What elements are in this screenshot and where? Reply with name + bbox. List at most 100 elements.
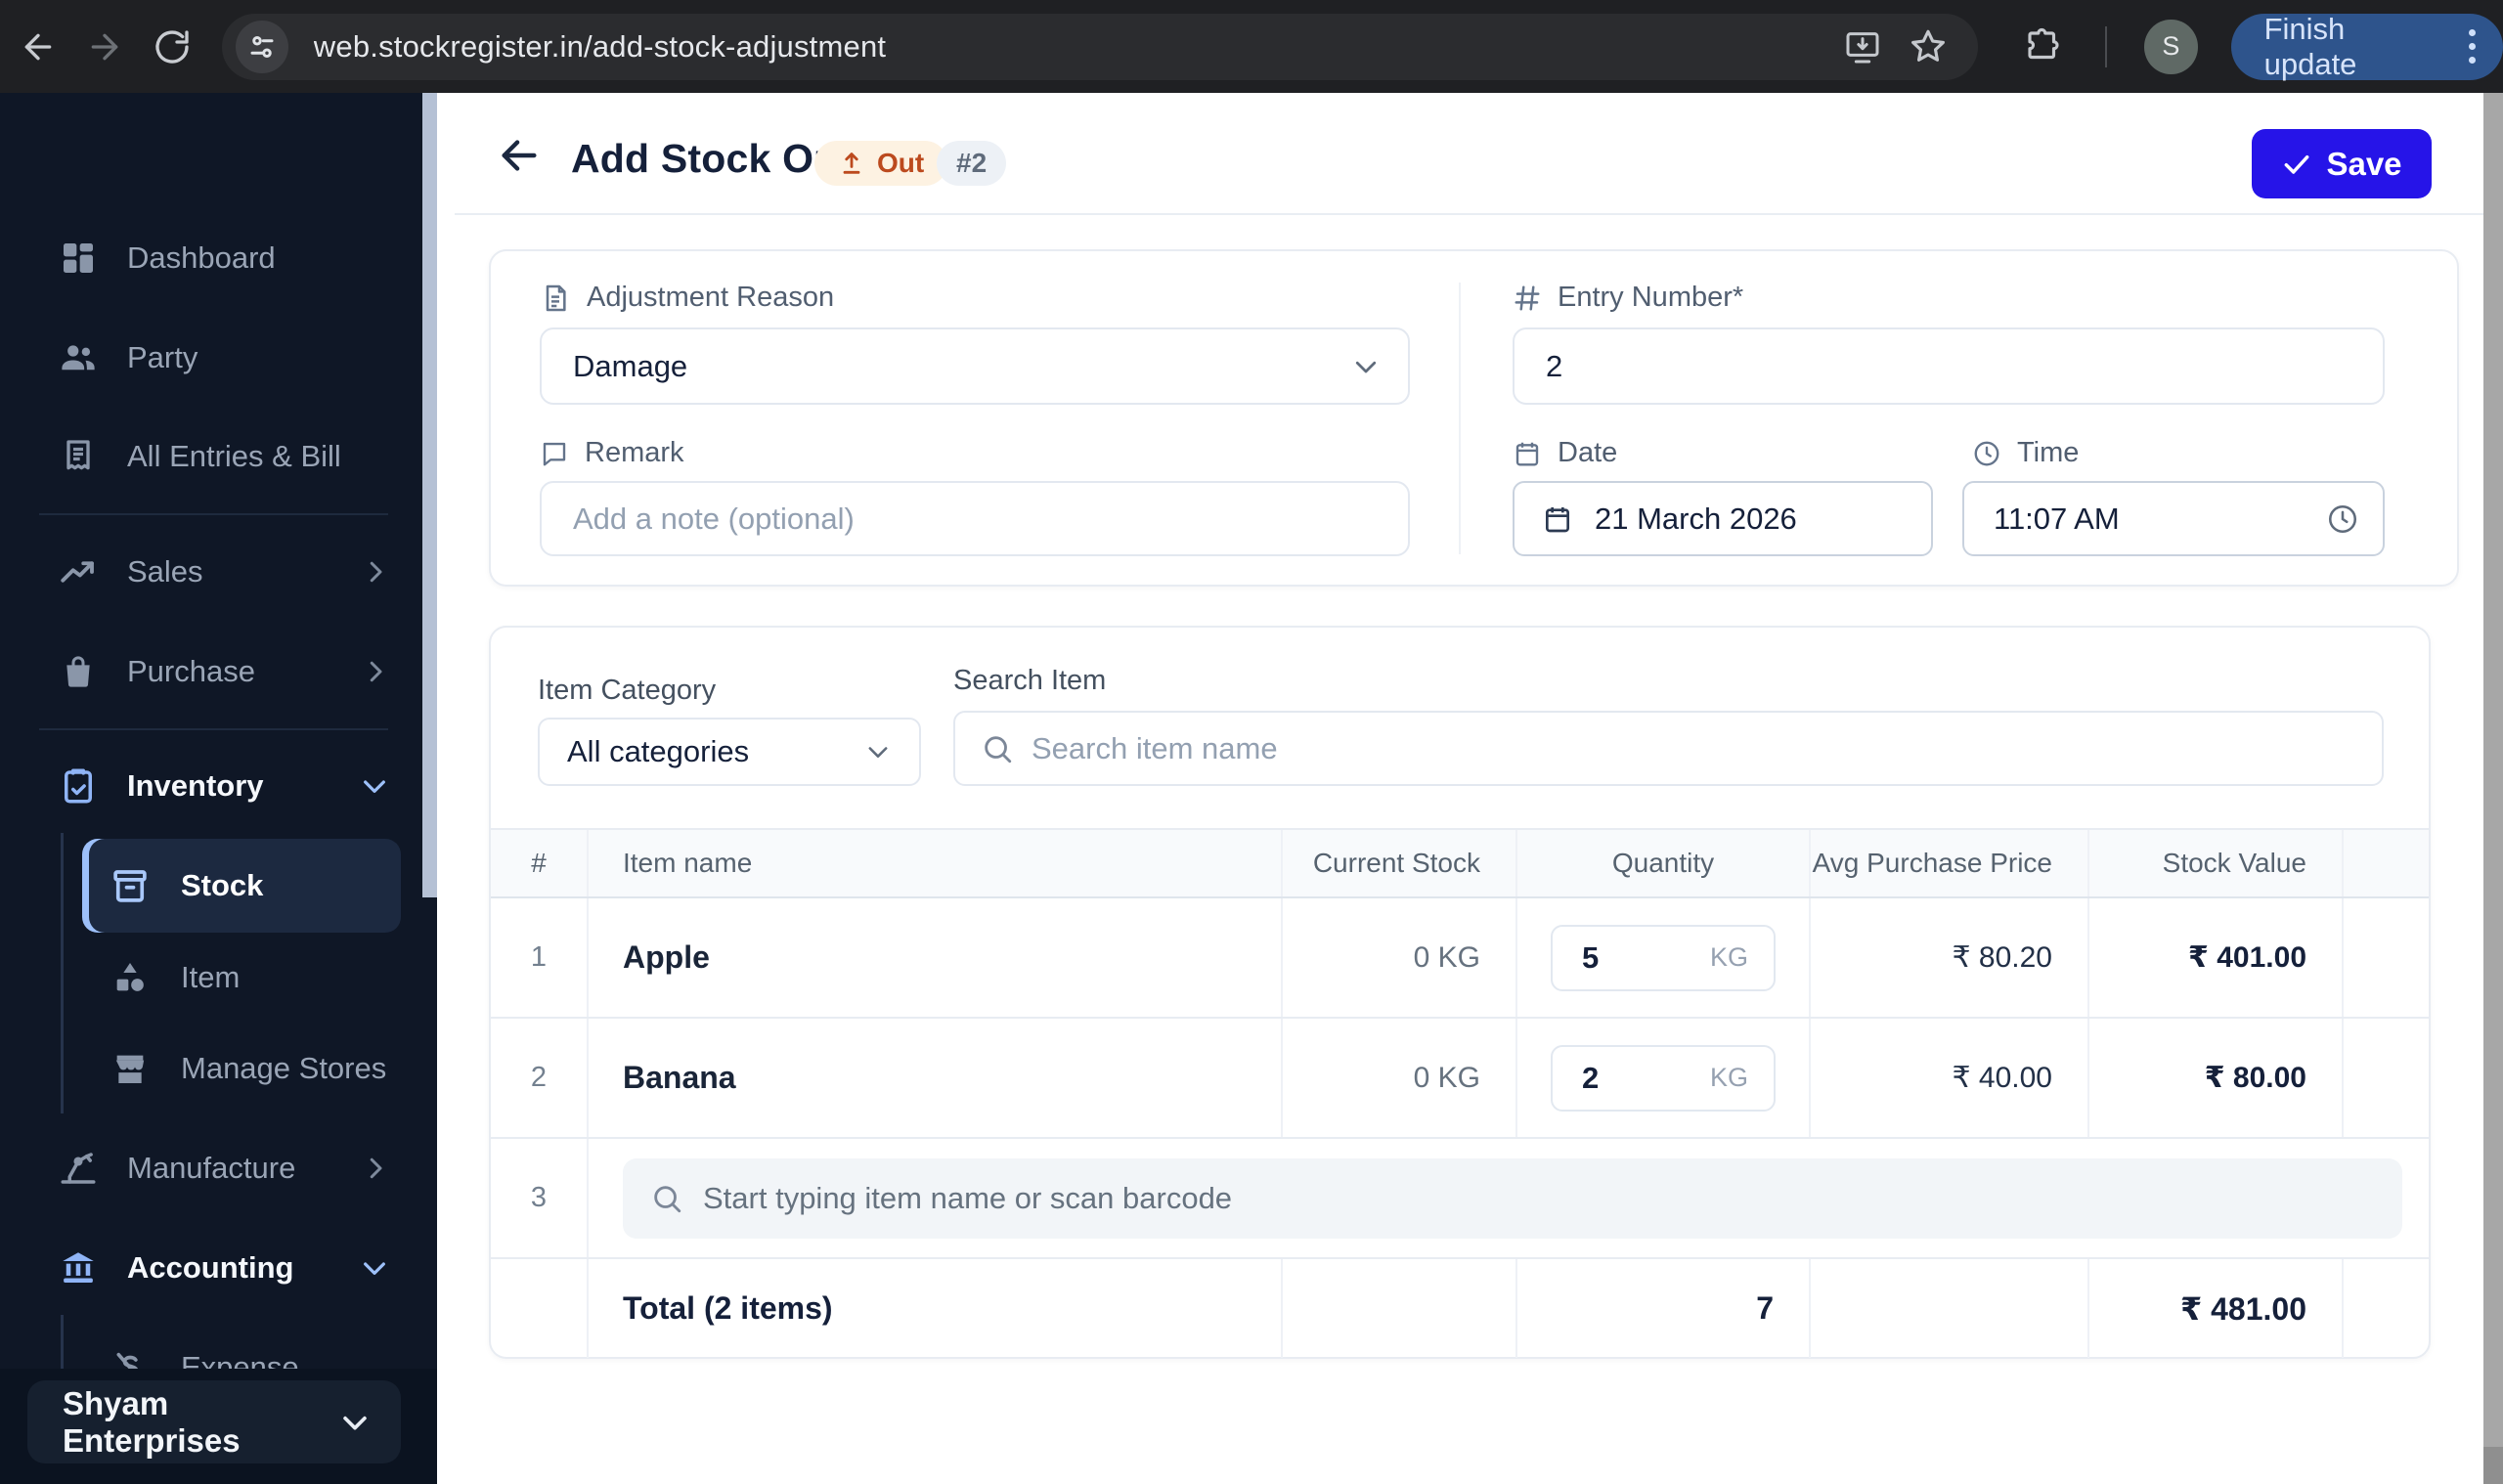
sidebar-item-purchase[interactable]: Purchase — [0, 625, 402, 719]
sidebar-label: Item — [181, 960, 241, 994]
form-column-divider — [1459, 283, 1461, 554]
col-header-item-name: Item name — [589, 830, 1283, 896]
reload-icon — [155, 29, 189, 64]
search-item-input[interactable] — [1014, 730, 2382, 766]
finish-update-button[interactable]: Finish update — [2230, 12, 2503, 81]
sidebar-label: Manufacture — [127, 1151, 296, 1185]
sidebar-item-item[interactable]: Item — [0, 931, 402, 1025]
chevron-down-icon — [1351, 352, 1381, 381]
quantity-input[interactable] — [1553, 939, 1680, 976]
page-scrollbar[interactable] — [2483, 93, 2503, 1484]
browser-menu-icon[interactable] — [2459, 23, 2485, 69]
tune-icon — [250, 35, 274, 58]
add-item-input[interactable] — [683, 1180, 2402, 1216]
clock-icon — [1972, 439, 2001, 468]
tree-line — [61, 833, 64, 1113]
add-item-row: 3 — [491, 1139, 2429, 1259]
stock-out-badge: Out — [814, 141, 948, 186]
entry-number-input-wrap — [1513, 327, 2385, 405]
sidebar-divider — [39, 513, 388, 515]
calendar-icon — [1513, 439, 1542, 468]
adjustment-reason-label-text: Adjustment Reason — [587, 282, 835, 313]
stock-value: ₹ 80.00 — [2089, 1019, 2344, 1137]
quantity-unit: KG — [1709, 1063, 1748, 1092]
date-value: 21 March 2026 — [1595, 501, 1797, 536]
total-current-stock-cell — [1283, 1259, 1517, 1358]
item-name: Apple — [589, 898, 1283, 1017]
company-selector[interactable]: Shyam Enterprises — [27, 1380, 401, 1463]
quantity-input[interactable] — [1553, 1060, 1680, 1096]
sidebar-label: Inventory — [127, 768, 264, 803]
row-actions — [2344, 898, 2429, 1017]
extensions-button[interactable] — [2023, 26, 2064, 67]
current-stock: 0 KG — [1283, 898, 1517, 1017]
chat-bubble-icon — [540, 439, 569, 468]
remark-input[interactable] — [542, 501, 1408, 537]
total-stock-value: ₹ 481.00 — [2089, 1259, 2344, 1358]
remark-label: Remark — [540, 437, 684, 469]
search-icon — [981, 732, 1014, 765]
sidebar-scrollbar[interactable] — [422, 93, 437, 897]
browser-profile-avatar[interactable]: S — [2144, 19, 2198, 74]
sidebar-item-party[interactable]: Party — [0, 311, 402, 405]
sidebar-item-manage-stores[interactable]: Manage Stores — [0, 1022, 402, 1115]
item-category-label-text: Item Category — [538, 675, 717, 706]
address-bar[interactable]: web.stockregister.in/add-stock-adjustmen… — [221, 13, 1979, 80]
company-name: Shyam Enterprises — [63, 1384, 241, 1459]
url-text[interactable]: web.stockregister.in/add-stock-adjustmen… — [313, 28, 887, 64]
time-picker[interactable]: 11:07 AM — [1962, 481, 2385, 556]
col-header-avg-purchase-price: Avg Purchase Price — [1811, 830, 2089, 896]
browser-forward-button[interactable] — [76, 18, 133, 76]
sidebar-item-sales[interactable]: Sales — [0, 525, 402, 619]
sidebar-label: Manage Stores — [181, 1051, 387, 1085]
search-item-input-wrap — [953, 711, 2384, 786]
table-row: 2 Banana 0 KG KG ₹ 40.00 ₹ 80.00 — [491, 1019, 2429, 1139]
check-icon — [2285, 154, 2309, 174]
date-picker[interactable]: 21 March 2026 — [1513, 481, 1933, 556]
dashboard-icon — [57, 237, 100, 280]
total-actions-cell — [2344, 1259, 2429, 1358]
browser-reload-button[interactable] — [144, 18, 200, 76]
browser-back-button[interactable] — [10, 18, 66, 76]
total-avg-price-cell — [1811, 1259, 2089, 1358]
chevron-right-icon — [361, 557, 390, 587]
sidebar-item-dashboard[interactable]: Dashboard — [0, 211, 402, 305]
sidebar-label: Sales — [127, 554, 203, 589]
entry-number-input[interactable] — [1515, 348, 2383, 384]
item-name: Banana — [589, 1019, 1283, 1137]
upload-arrow-icon — [843, 153, 860, 174]
time-value: 11:07 AM — [1994, 501, 2120, 536]
browser-toolbar: web.stockregister.in/add-stock-adjustmen… — [0, 0, 2503, 93]
adjustment-reason-select[interactable]: Damage — [540, 327, 1410, 405]
item-category-select[interactable]: All categories — [538, 718, 921, 786]
col-header-quantity: Quantity — [1517, 830, 1811, 896]
install-app-icon[interactable] — [1843, 27, 1882, 66]
save-button[interactable]: Save — [2252, 129, 2432, 198]
shopping-bag-icon — [57, 650, 100, 693]
archive-box-icon — [110, 865, 151, 906]
quantity-input-wrap: KG — [1551, 924, 1776, 991]
site-info-button[interactable] — [235, 20, 288, 73]
table-total-row: Total (2 items) 7 ₹ 481.00 — [491, 1259, 2429, 1358]
table-row: 1 Apple 0 KG KG ₹ 80.20 ₹ 401.00 — [491, 898, 2429, 1019]
bookmark-star-icon[interactable] — [1908, 26, 1949, 67]
back-button[interactable] — [496, 132, 543, 179]
sidebar-item-all-entries-bill[interactable]: All Entries & Bill — [0, 410, 402, 503]
avg-purchase-price: ₹ 80.20 — [1811, 898, 2089, 1017]
sidebar-item-stock[interactable]: Stock — [82, 839, 401, 933]
bank-icon — [57, 1246, 100, 1289]
col-header-index: # — [491, 830, 589, 896]
quantity-cell: KG — [1517, 898, 1811, 1017]
total-label: Total (2 items) — [589, 1259, 1283, 1358]
clipboard-check-icon — [57, 764, 100, 807]
arrow-left-icon — [24, 33, 52, 60]
search-item-label-text: Search Item — [953, 665, 1107, 696]
hash-icon — [1513, 284, 1542, 313]
remark-input-wrap — [540, 481, 1410, 556]
col-header-current-stock: Current Stock — [1283, 830, 1517, 896]
sidebar-item-accounting[interactable]: Accounting — [0, 1221, 402, 1315]
sidebar-item-inventory[interactable]: Inventory — [0, 739, 402, 833]
toolbar-separator — [2105, 25, 2108, 67]
sidebar-item-manufacture[interactable]: Manufacture — [0, 1121, 402, 1215]
table-header-row: # Item name Current Stock Quantity Avg P… — [491, 828, 2429, 898]
